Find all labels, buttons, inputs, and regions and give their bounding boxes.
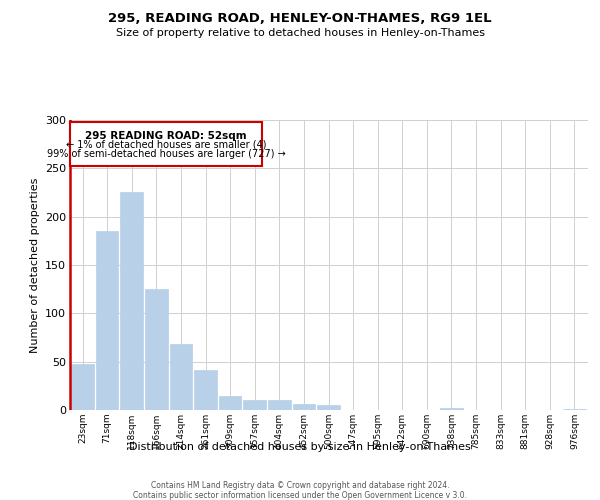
Bar: [71, 364, 94, 410]
Bar: [194, 370, 217, 410]
Text: 295, READING ROAD, HENLEY-ON-THAMES, RG9 1EL: 295, READING ROAD, HENLEY-ON-THAMES, RG9…: [108, 12, 492, 26]
Bar: [96, 231, 118, 410]
Bar: [70, 122, 262, 166]
Bar: [219, 396, 241, 410]
Text: Distribution of detached houses by size in Henley-on-Thames: Distribution of detached houses by size …: [129, 442, 471, 452]
Bar: [563, 409, 586, 410]
Text: Size of property relative to detached houses in Henley-on-Thames: Size of property relative to detached ho…: [115, 28, 485, 38]
Bar: [317, 405, 340, 410]
Bar: [121, 192, 143, 410]
Text: 99% of semi-detached houses are larger (727) →: 99% of semi-detached houses are larger (…: [47, 149, 286, 159]
Bar: [244, 400, 266, 410]
Text: Contains public sector information licensed under the Open Government Licence v : Contains public sector information licen…: [133, 491, 467, 500]
Text: 295 READING ROAD: 52sqm: 295 READING ROAD: 52sqm: [85, 130, 247, 140]
Text: ← 1% of detached houses are smaller (4): ← 1% of detached houses are smaller (4): [66, 140, 266, 149]
Y-axis label: Number of detached properties: Number of detached properties: [29, 178, 40, 352]
Bar: [293, 404, 315, 410]
Text: Contains HM Land Registry data © Crown copyright and database right 2024.: Contains HM Land Registry data © Crown c…: [151, 481, 449, 490]
Bar: [440, 408, 463, 410]
Bar: [145, 289, 167, 410]
Bar: [268, 400, 290, 410]
Bar: [170, 344, 192, 410]
